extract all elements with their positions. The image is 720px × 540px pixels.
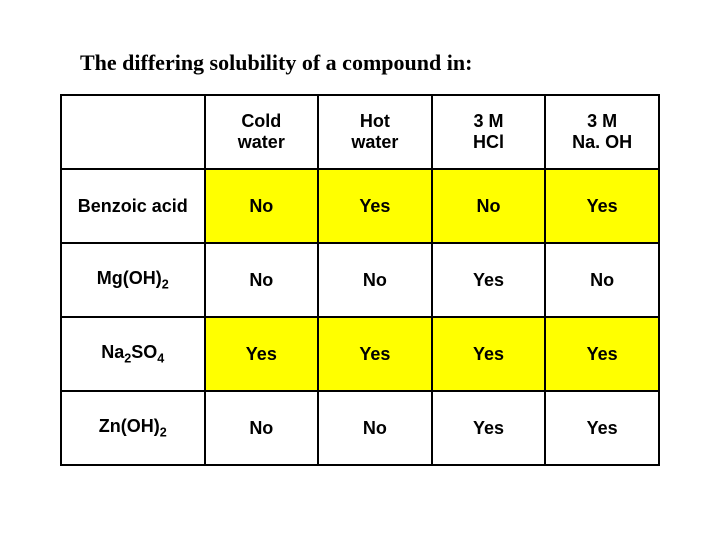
table-cell: Yes bbox=[205, 317, 319, 391]
table-header-row: Coldwater Hotwater 3 MHCl 3 MNa. OH bbox=[61, 95, 659, 169]
table-cell: Yes bbox=[432, 243, 546, 317]
row-label: Benzoic acid bbox=[61, 169, 205, 243]
row-label: Zn(OH)2 bbox=[61, 391, 205, 465]
table-cell: No bbox=[432, 169, 546, 243]
page-title: The differing solubility of a compound i… bbox=[80, 50, 660, 76]
table-cell: Yes bbox=[545, 169, 659, 243]
table-cell: No bbox=[318, 243, 432, 317]
table-cell: Yes bbox=[318, 169, 432, 243]
table-cell: No bbox=[205, 169, 319, 243]
header-blank bbox=[61, 95, 205, 169]
table-cell: No bbox=[205, 243, 319, 317]
header-col: Coldwater bbox=[205, 95, 319, 169]
table-cell: Yes bbox=[432, 317, 546, 391]
header-col: 3 MHCl bbox=[432, 95, 546, 169]
table-cell: Yes bbox=[545, 391, 659, 465]
table-cell: Yes bbox=[318, 317, 432, 391]
table-cell: No bbox=[545, 243, 659, 317]
table-row: Benzoic acidNoYesNoYes bbox=[61, 169, 659, 243]
table-row: Mg(OH)2NoNoYesNo bbox=[61, 243, 659, 317]
header-col: 3 MNa. OH bbox=[545, 95, 659, 169]
row-label: Na2SO4 bbox=[61, 317, 205, 391]
row-label: Mg(OH)2 bbox=[61, 243, 205, 317]
table-row: Zn(OH)2NoNoYesYes bbox=[61, 391, 659, 465]
table-cell: Yes bbox=[432, 391, 546, 465]
header-col: Hotwater bbox=[318, 95, 432, 169]
table-body: Benzoic acidNoYesNoYesMg(OH)2NoNoYesNoNa… bbox=[61, 169, 659, 465]
solubility-table: Coldwater Hotwater 3 MHCl 3 MNa. OH Benz… bbox=[60, 94, 660, 466]
table-cell: Yes bbox=[545, 317, 659, 391]
table-cell: No bbox=[205, 391, 319, 465]
table-row: Na2SO4YesYesYesYes bbox=[61, 317, 659, 391]
table-cell: No bbox=[318, 391, 432, 465]
